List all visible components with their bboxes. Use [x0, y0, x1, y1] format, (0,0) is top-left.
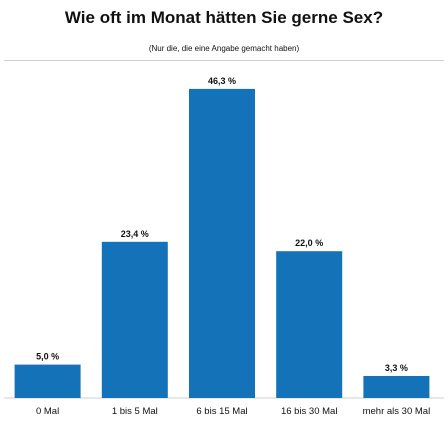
bar-2 [189, 88, 255, 399]
bar-0 [14, 364, 81, 398]
category-label-4: mehr als 30 Mal [363, 406, 431, 417]
bar-1 [101, 241, 168, 398]
title-divider [4, 60, 444, 61]
category-label-0: 0 Mal [36, 406, 59, 417]
data-label-2: 46,3 % [208, 76, 236, 86]
category-label-1: 1 bis 5 Mal [112, 406, 158, 417]
category-label-3: 16 bis 30 Mal [281, 406, 338, 417]
data-label-0: 5,0 % [36, 352, 59, 362]
bar-4 [363, 376, 430, 398]
data-label-4: 3,3 % [385, 363, 408, 373]
chart-subtitle: (Nur die, die eine Angabe gemacht haben) [148, 44, 300, 53]
data-label-1: 23,4 % [121, 229, 149, 239]
data-label-3: 22,0 % [295, 238, 323, 248]
category-label-2: 6 bis 15 Mal [196, 406, 247, 417]
bar-3 [276, 251, 343, 398]
chart-title: Wie oft im Monat hätten Sie gerne Sex? [64, 8, 384, 27]
